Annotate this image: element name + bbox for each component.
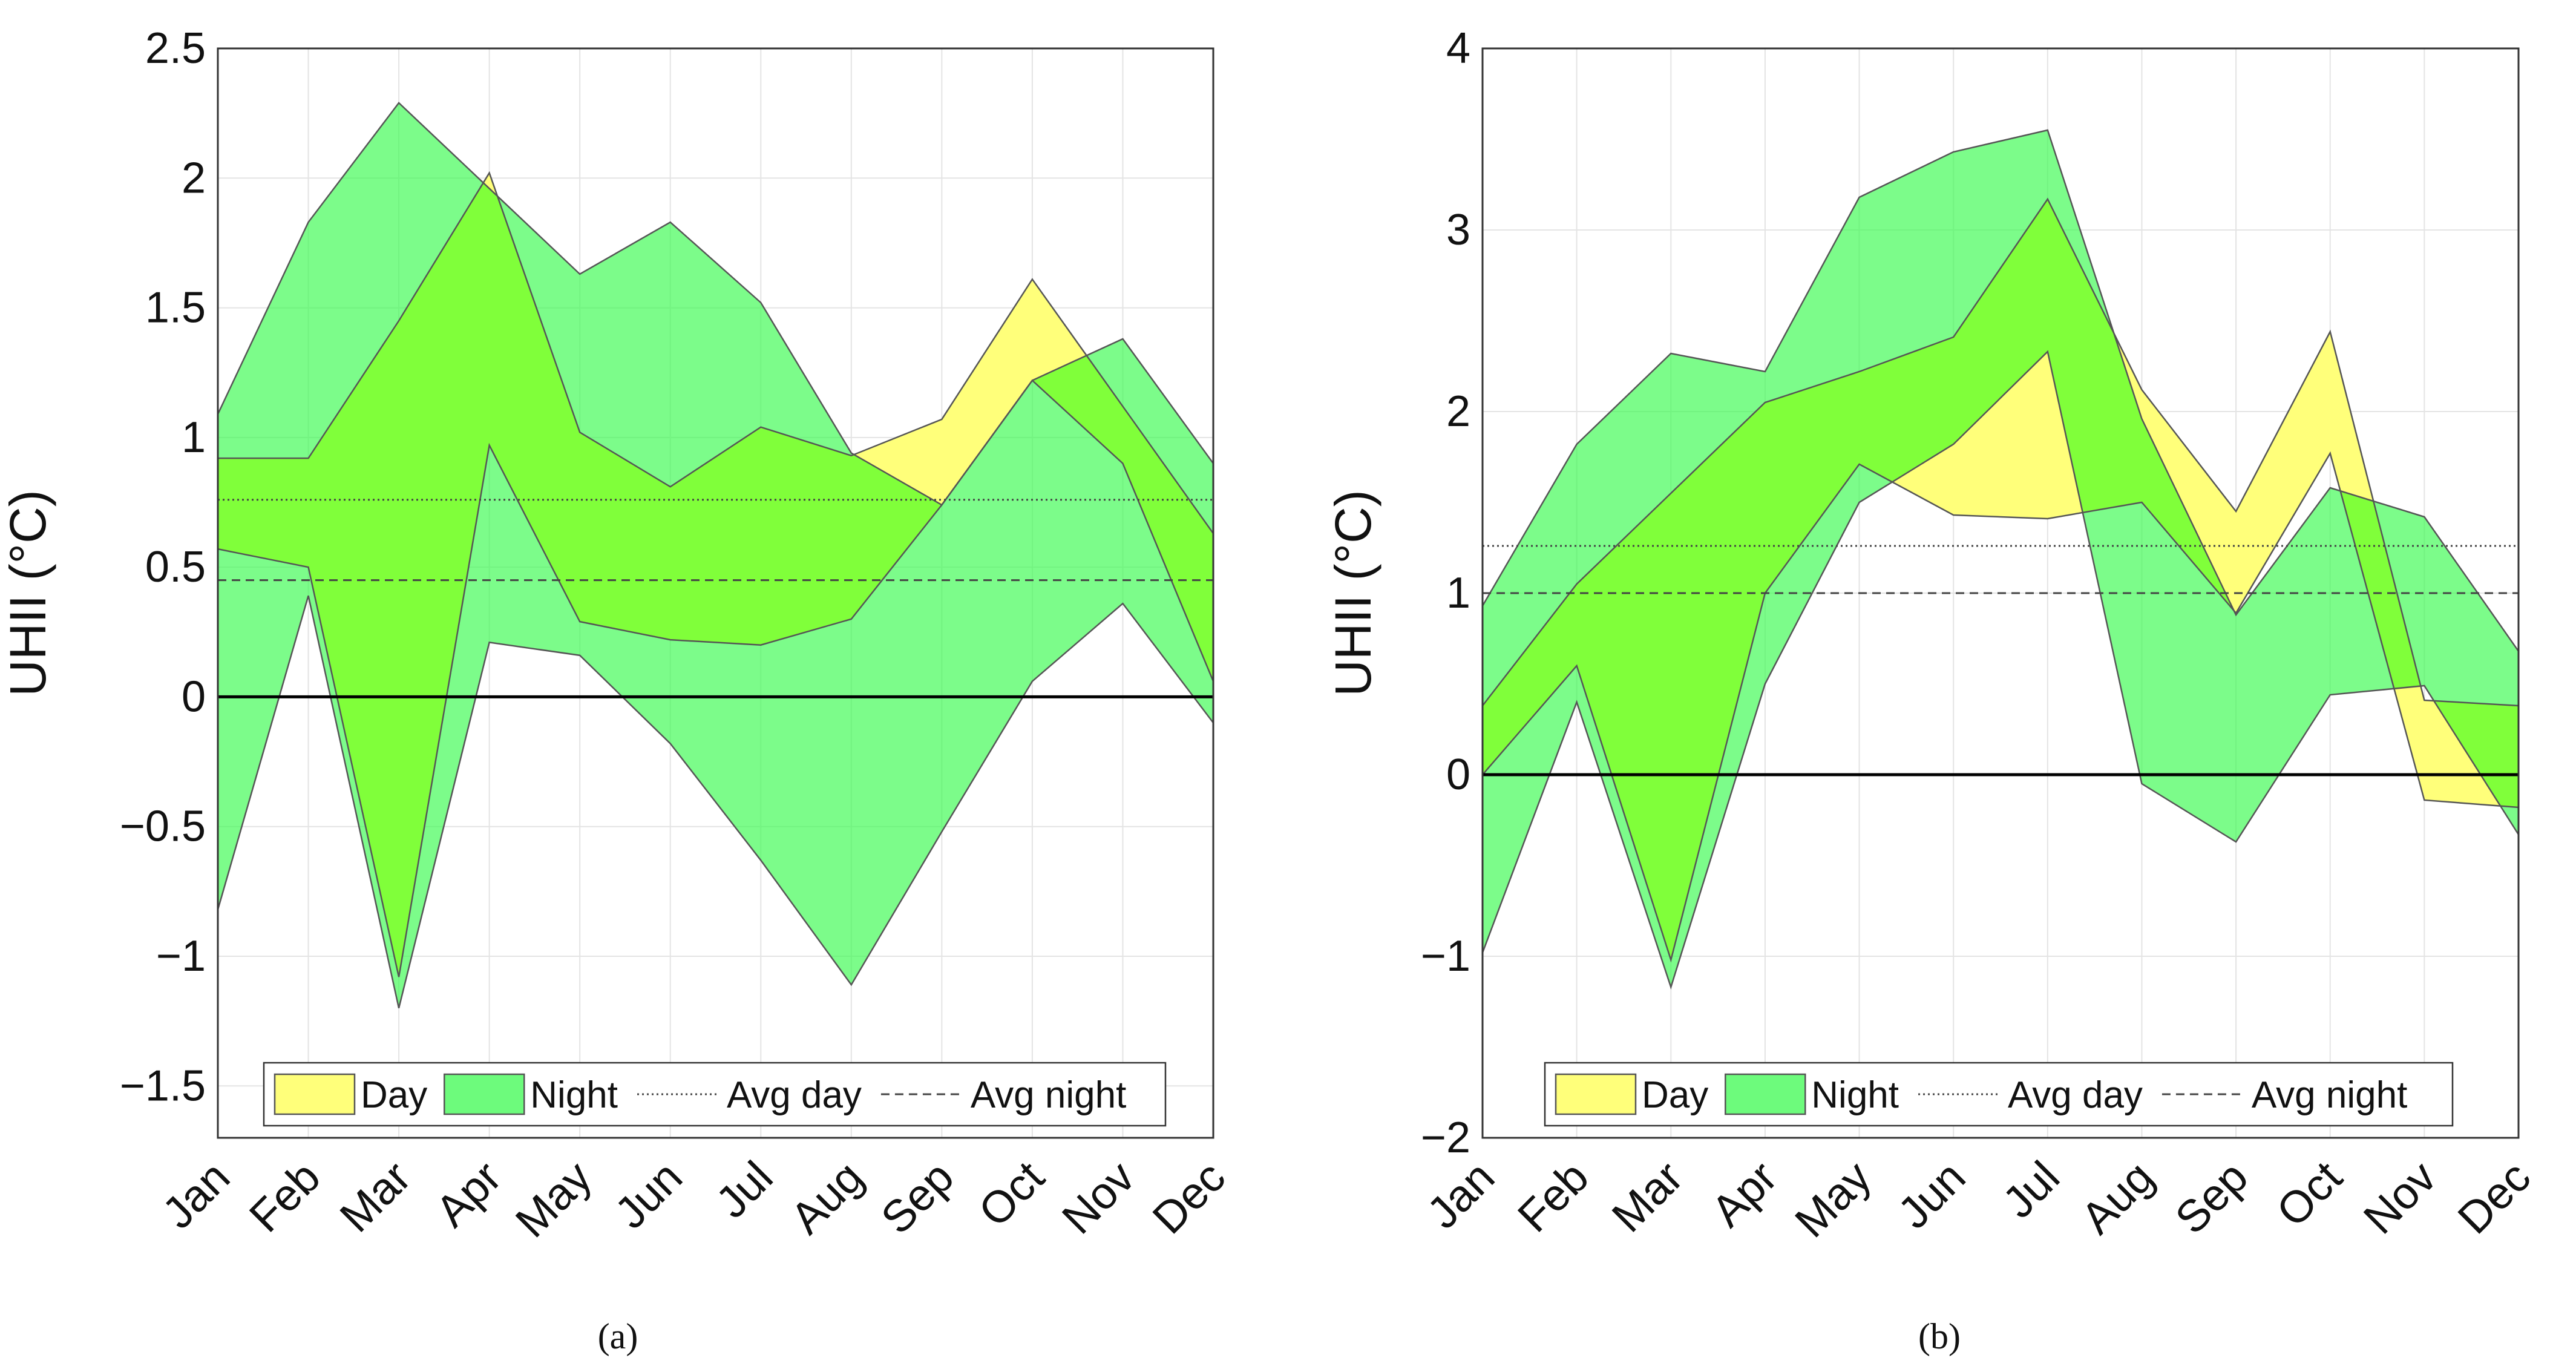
x-tick-label: Oct	[2267, 1151, 2352, 1236]
y-tick-label: 0	[1446, 750, 1470, 799]
y-tick-label: 4	[1446, 24, 1470, 73]
legend: Day Night Avg day Avg night	[263, 1062, 1167, 1127]
x-tick-label: Aug	[2071, 1152, 2163, 1244]
y-tick-label: 1.5	[145, 284, 206, 332]
y-tick-label: −1	[1421, 932, 1470, 980]
legend-label: Avg night	[971, 1074, 1126, 1116]
y-tick-label: 3	[1446, 206, 1470, 254]
legend-night-swatch	[444, 1073, 525, 1115]
night-lower-line	[218, 595, 1213, 1009]
x-tick-label: Apr	[426, 1152, 511, 1236]
x-tick-label: Sep	[2166, 1152, 2258, 1244]
legend-label: Avg day	[2008, 1074, 2143, 1116]
legend-label: Avg night	[2252, 1074, 2407, 1116]
night-band	[1483, 130, 2519, 987]
y-tick-label: 0	[182, 672, 206, 721]
legend-label: Night	[1811, 1074, 1899, 1116]
day-upper-line	[218, 171, 1213, 534]
y-tick-label: 2	[182, 154, 206, 202]
legend-box	[263, 1062, 1167, 1127]
y-axis-label: UHII (°C)	[0, 490, 56, 697]
legend-label: Night	[530, 1074, 618, 1116]
legend-day-swatch	[1555, 1073, 1637, 1115]
panel-b-caption: (b)	[1918, 1316, 1961, 1356]
x-tick-label: Jan	[152, 1152, 239, 1238]
x-tick-label: Jul	[706, 1152, 782, 1228]
day-lower-line	[1483, 451, 2519, 963]
x-tick-label: Dec	[1143, 1152, 1235, 1244]
y-tick-label: 2	[1446, 387, 1470, 436]
y-tick-label: −0.5	[120, 803, 206, 851]
y-tick-label: 0.5	[145, 543, 206, 591]
night-lower-line	[1483, 350, 2519, 990]
legend-day-swatch	[274, 1073, 356, 1115]
x-tick-label: May	[1785, 1152, 1881, 1247]
day-upper-line	[1483, 197, 2519, 707]
x-tick-label: Aug	[781, 1152, 873, 1244]
x-tick-label: Nov	[1052, 1152, 1144, 1244]
night-upper-line	[1483, 129, 2519, 652]
y-tick-label: −1.5	[120, 1062, 206, 1110]
x-tick-label: Oct	[969, 1151, 1054, 1236]
day-lower-line	[218, 379, 1213, 977]
x-tick-label: Dec	[2448, 1152, 2540, 1244]
y-axis-label: UHII (°C)	[1325, 490, 1381, 697]
x-tick-label: Jun	[1888, 1152, 1975, 1238]
x-tick-label: Sep	[871, 1152, 963, 1244]
x-tick-label: Apr	[1702, 1152, 1786, 1236]
x-tick-label: Jan	[1417, 1152, 1504, 1238]
night-upper-line	[218, 102, 1213, 506]
legend-label: Avg day	[727, 1074, 862, 1116]
plot-area	[218, 102, 1213, 1009]
x-tick-label: Jul	[1993, 1152, 2070, 1228]
legend-label: Day	[361, 1074, 427, 1116]
x-tick-label: Nov	[2354, 1152, 2446, 1244]
axes-box	[1481, 47, 2520, 1139]
legend: Day Night Avg day Avg night	[1544, 1062, 2454, 1127]
legend-night-swatch	[1725, 1073, 1806, 1115]
x-tick-label: Jun	[605, 1152, 692, 1238]
y-tick-label: −1	[156, 932, 206, 980]
y-tick-label: 2.5	[145, 24, 206, 73]
x-tick-label: Feb	[1508, 1152, 1598, 1242]
x-tick-label: Feb	[240, 1152, 330, 1242]
plot-area	[1483, 129, 2519, 990]
y-tick-label: 1	[1446, 569, 1470, 617]
panel-a-caption: (a)	[598, 1316, 638, 1356]
x-tick-label: May	[506, 1152, 601, 1247]
x-tick-label: Mar	[330, 1152, 421, 1242]
y-tick-label: 1	[182, 413, 206, 462]
y-tick-label: −2	[1421, 1114, 1470, 1162]
x-tick-label: Mar	[1602, 1152, 1693, 1242]
legend-box	[1544, 1062, 2454, 1127]
legend-label: Day	[1642, 1074, 1708, 1116]
axes-box	[217, 47, 1214, 1139]
